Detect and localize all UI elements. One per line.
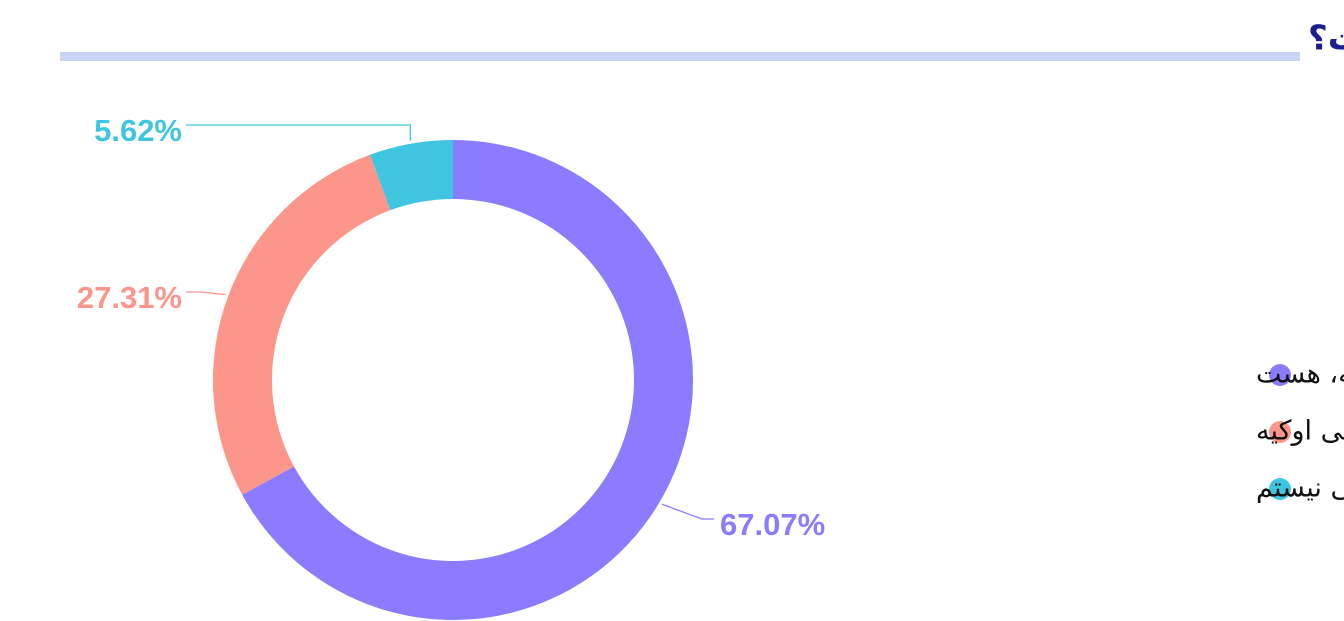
donut-segment <box>370 140 453 211</box>
chart-title: اگه سر کار رفتی، کاری که انجام می‌دی مرب… <box>1308 19 1344 59</box>
value-label: 67.07% <box>720 507 825 542</box>
legend-marker <box>1269 364 1291 386</box>
legend-label: یه فیلد دیگه است، ولی اوکیه <box>1256 415 1344 447</box>
donut-segment <box>212 154 391 495</box>
leader-line <box>186 124 411 141</box>
legend-label: نیست و باهاش اوکی نیستم <box>1256 473 1344 504</box>
legend-marker <box>1269 478 1291 500</box>
legend-label: بله، هست <box>1256 359 1344 390</box>
value-label: 27.31% <box>77 280 182 315</box>
legend-marker <box>1269 421 1291 443</box>
leader-line <box>186 291 226 296</box>
title-highlight <box>60 52 1300 61</box>
leader-line <box>661 503 714 520</box>
value-label: 5.62% <box>94 113 182 148</box>
